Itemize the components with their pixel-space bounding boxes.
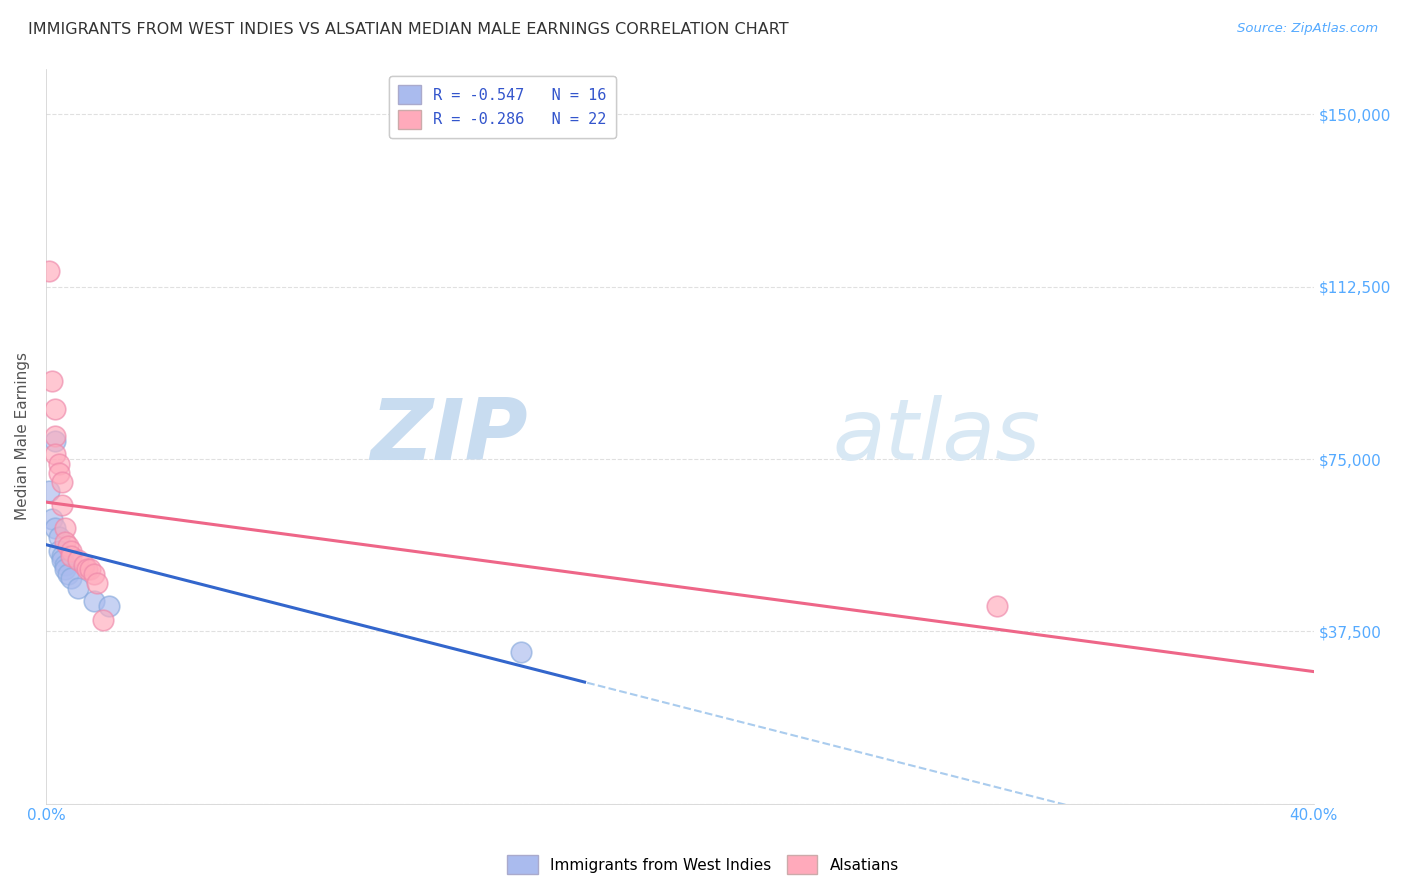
Point: [51, 498, 73, 512]
Point: [56, 539, 79, 553]
Point: [38, 263, 60, 277]
Point: [48, 466, 70, 480]
Point: [51, 549, 73, 563]
Point: [91, 613, 114, 627]
Point: [51, 553, 73, 567]
Text: atlas: atlas: [832, 394, 1040, 477]
Point: [73, 558, 96, 572]
Point: [53, 521, 76, 535]
Point: [60, 572, 83, 586]
Point: [60, 544, 83, 558]
Point: [83, 566, 105, 581]
Point: [60, 549, 83, 563]
Point: [66, 553, 89, 567]
Text: Source: ZipAtlas.com: Source: ZipAtlas.com: [1237, 22, 1378, 36]
Point: [48, 544, 70, 558]
Point: [44, 521, 66, 535]
Point: [48, 457, 70, 471]
Point: [98, 599, 121, 613]
Point: [44, 401, 66, 416]
Point: [44, 447, 66, 461]
Point: [76, 562, 98, 576]
Legend: R = -0.547   N = 16, R = -0.286   N = 22: R = -0.547 N = 16, R = -0.286 N = 22: [389, 76, 616, 138]
Point: [53, 562, 76, 576]
Point: [41, 374, 63, 388]
Point: [83, 594, 105, 608]
Point: [79, 562, 101, 576]
Y-axis label: Median Male Earnings: Median Male Earnings: [15, 352, 30, 520]
Point: [48, 530, 70, 544]
Point: [53, 558, 76, 572]
Point: [53, 534, 76, 549]
Point: [38, 484, 60, 499]
Text: IMMIGRANTS FROM WEST INDIES VS ALSATIAN MEDIAN MALE EARNINGS CORRELATION CHART: IMMIGRANTS FROM WEST INDIES VS ALSATIAN …: [28, 22, 789, 37]
Point: [44, 429, 66, 443]
Point: [56, 566, 79, 581]
Point: [510, 645, 533, 659]
Point: [66, 581, 89, 595]
Point: [41, 512, 63, 526]
Point: [986, 599, 1008, 613]
Point: [51, 475, 73, 489]
Legend: Immigrants from West Indies, Alsatians: Immigrants from West Indies, Alsatians: [501, 849, 905, 880]
Text: ZIP: ZIP: [370, 394, 527, 477]
Point: [44, 434, 66, 448]
Point: [86, 576, 108, 591]
